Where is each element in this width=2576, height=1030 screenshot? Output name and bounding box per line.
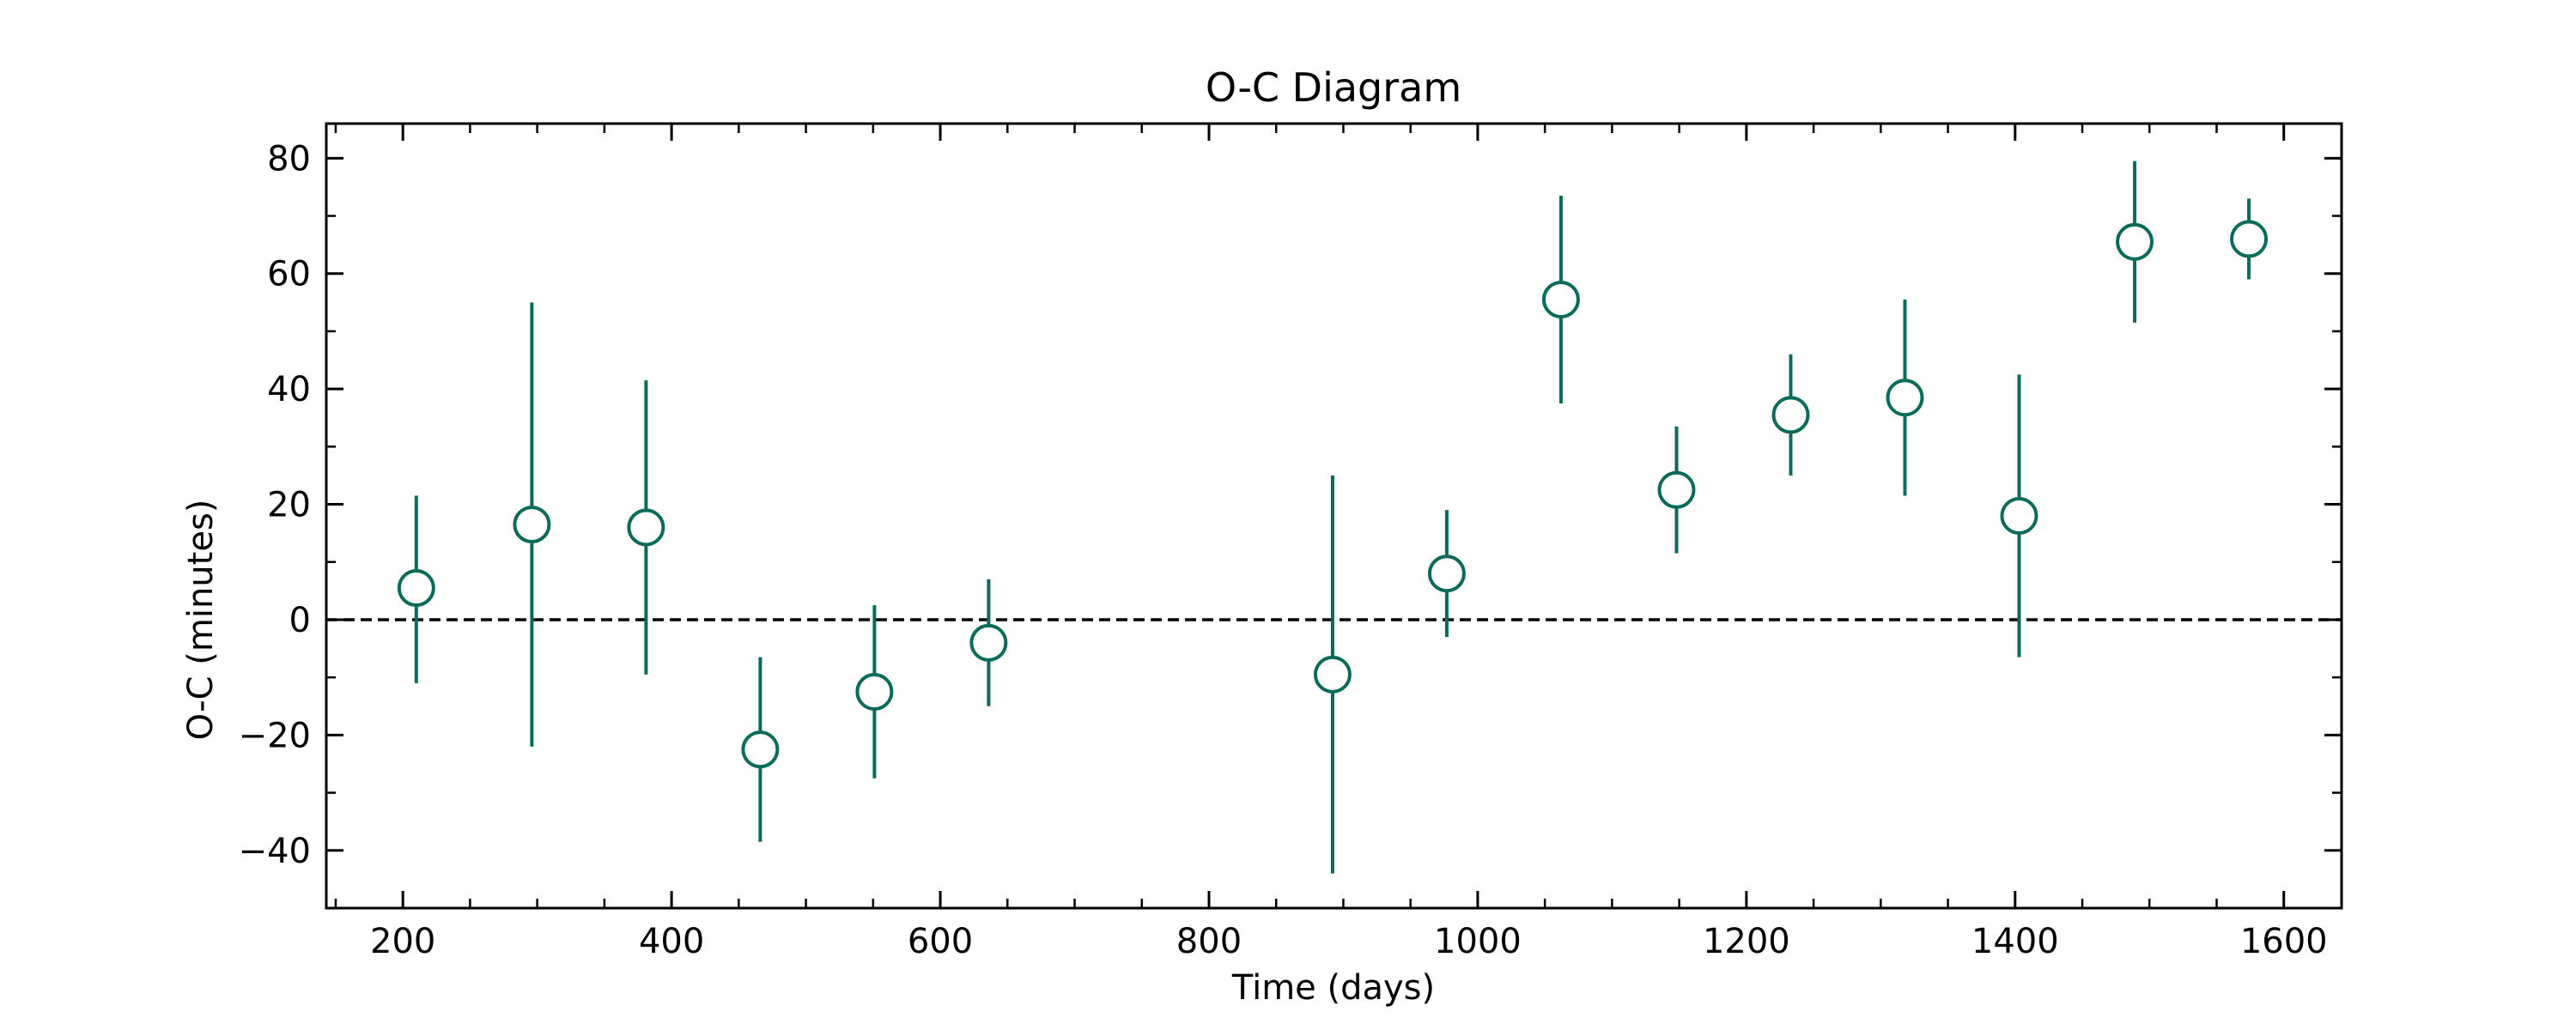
y-tick-label: 40 — [267, 370, 311, 409]
data-point — [1541, 196, 1580, 403]
x-tick-label: 1000 — [1434, 922, 1522, 961]
chart-title: O-C Diagram — [1206, 64, 1461, 111]
data-points — [397, 161, 2269, 874]
data-point — [2116, 161, 2154, 323]
x-tick-label: 1200 — [1703, 922, 1790, 961]
data-point — [969, 579, 1008, 706]
x-axis-label: Time (days) — [1231, 968, 1435, 1008]
x-tick-label: 200 — [370, 922, 435, 961]
data-point — [1657, 426, 1696, 554]
point-marker — [1313, 655, 1352, 694]
point-marker — [969, 623, 1008, 662]
x-axis-ticks: 200 400 600 800 1000 1200 1400 1600 — [334, 124, 2328, 961]
point-marker — [627, 508, 665, 547]
data-point — [2230, 198, 2269, 280]
data-point — [1427, 510, 1466, 638]
point-marker — [1771, 396, 1810, 434]
point-marker — [1886, 379, 1924, 417]
point-marker — [1427, 554, 1466, 593]
point-marker — [2000, 497, 2038, 535]
data-point — [513, 302, 551, 747]
x-tick-label: 400 — [639, 922, 704, 961]
y-axis-label: O-C (minutes) — [181, 500, 221, 741]
y-tick-label: 60 — [267, 255, 311, 294]
point-marker — [397, 569, 435, 608]
point-marker — [2230, 220, 2269, 258]
point-marker — [855, 672, 894, 711]
x-tick-label: 800 — [1176, 922, 1242, 961]
x-tick-label: 1400 — [1971, 922, 2059, 961]
point-marker — [2116, 222, 2154, 261]
point-marker — [1541, 280, 1580, 318]
point-marker — [1657, 470, 1696, 509]
data-point — [397, 495, 435, 683]
y-tick-label: −40 — [239, 832, 311, 871]
x-tick-label: 600 — [908, 922, 973, 961]
point-marker — [513, 506, 551, 544]
x-tick-label: 1600 — [2240, 922, 2328, 961]
data-point — [1771, 354, 1810, 476]
data-point — [1886, 299, 1924, 496]
y-axis-ticks: −40 −20 0 20 40 60 80 — [239, 139, 2342, 910]
y-tick-label: 20 — [267, 486, 311, 525]
data-point — [627, 380, 665, 675]
data-point — [855, 605, 894, 779]
y-tick-label: −20 — [239, 716, 311, 755]
data-point — [2000, 374, 2038, 657]
data-point — [741, 657, 780, 842]
plot-frame — [325, 122, 2343, 910]
data-point — [1313, 475, 1352, 874]
y-tick-label: 0 — [289, 601, 311, 640]
point-marker — [741, 730, 780, 769]
y-tick-label: 80 — [267, 139, 311, 179]
